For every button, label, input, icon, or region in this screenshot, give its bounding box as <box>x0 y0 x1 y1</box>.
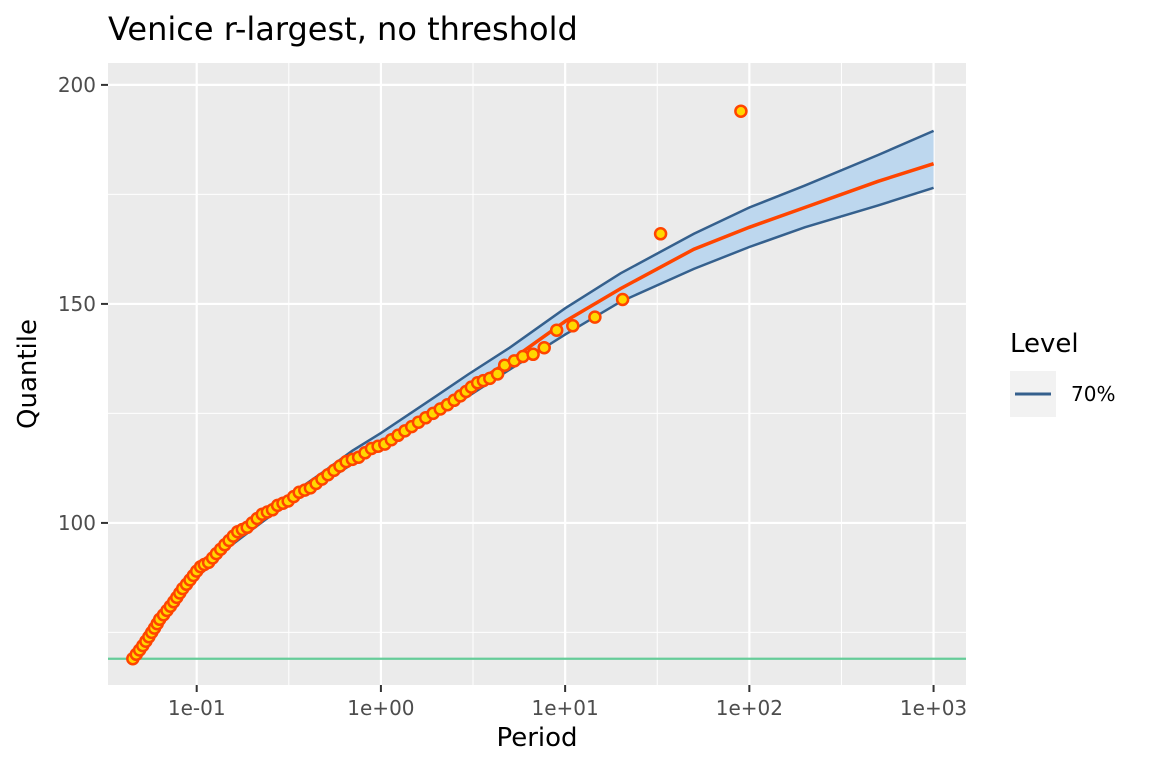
x-axis: 1e-01 1e+00 1e+01 1e+02 1e+03 <box>168 685 967 720</box>
confidence-band-fill <box>132 130 934 661</box>
y-axis: 100 150 200 <box>58 73 108 535</box>
y-tick-label: 100 <box>58 511 96 535</box>
plot-panel <box>108 63 966 685</box>
x-tick-label: 1e+02 <box>716 696 783 720</box>
minor-gridlines <box>108 63 966 685</box>
data-point <box>566 319 580 333</box>
x-tick-label: 1e+00 <box>347 696 414 720</box>
y-tick-label: 200 <box>58 73 96 97</box>
data-point <box>549 323 564 337</box>
x-axis-title: Period <box>496 723 577 753</box>
x-tick-label: 1e+03 <box>900 696 967 720</box>
data-point <box>653 227 668 241</box>
x-tick-label: 1e+01 <box>532 696 599 720</box>
legend-label: 70% <box>1071 382 1115 406</box>
x-tick-label: 1e-01 <box>168 696 226 720</box>
data-point <box>526 347 540 362</box>
legend-title: Level <box>1010 329 1079 359</box>
data-point <box>588 310 602 324</box>
data-point <box>734 104 748 118</box>
legend: Level 70% <box>1010 329 1115 417</box>
observed-points <box>126 104 748 666</box>
data-point <box>537 340 551 355</box>
chart-title: Venice r-largest, no threshold <box>108 10 578 48</box>
y-axis-title: Quantile <box>13 319 43 429</box>
y-tick-label: 150 <box>58 292 96 316</box>
data-point <box>490 367 505 381</box>
data-point <box>615 292 630 307</box>
